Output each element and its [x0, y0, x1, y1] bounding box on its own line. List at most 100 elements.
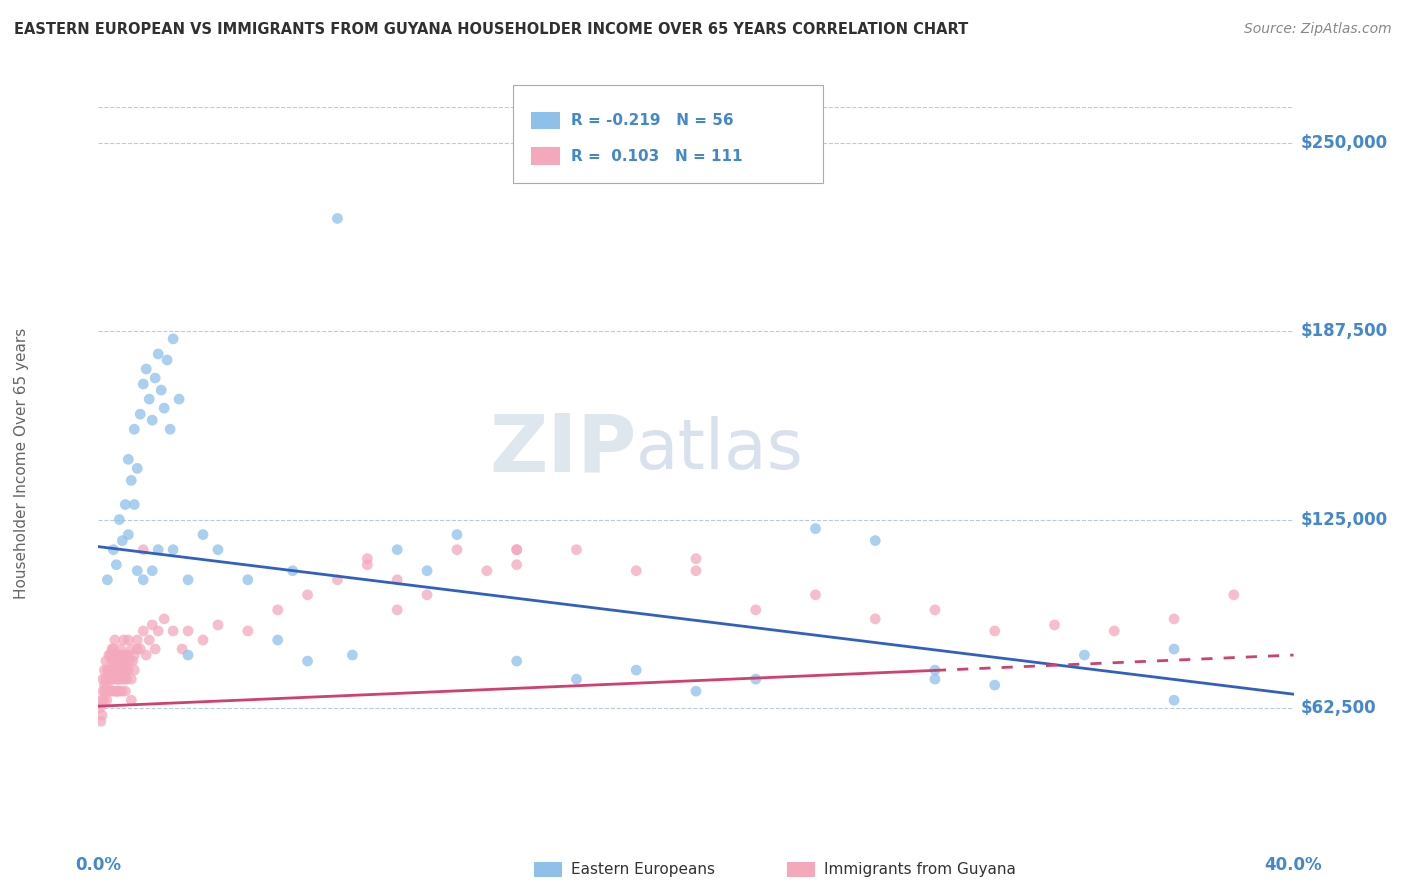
Point — [115, 654, 138, 668]
Point — [97, 672, 120, 686]
Point — [141, 618, 163, 632]
Text: Source: ZipAtlas.com: Source: ZipAtlas.com — [1244, 22, 1392, 37]
Text: R = -0.219   N = 56: R = -0.219 N = 56 — [571, 113, 734, 128]
Point — [1073, 648, 1095, 662]
Point — [135, 362, 157, 376]
Point — [104, 672, 127, 686]
Point — [177, 573, 200, 587]
Point — [124, 663, 146, 677]
Point — [93, 693, 115, 707]
Point — [104, 654, 127, 668]
Point — [416, 588, 439, 602]
Point — [124, 422, 146, 436]
Point — [127, 632, 149, 647]
Point — [103, 663, 125, 677]
Point — [141, 564, 163, 578]
Point — [105, 684, 128, 698]
Point — [326, 211, 349, 226]
Text: $250,000: $250,000 — [1301, 134, 1388, 153]
Text: EASTERN EUROPEAN VS IMMIGRANTS FROM GUYANA HOUSEHOLDER INCOME OVER 65 YEARS CORR: EASTERN EUROPEAN VS IMMIGRANTS FROM GUYA… — [14, 22, 969, 37]
Point — [103, 642, 125, 657]
Point — [97, 648, 120, 662]
Point — [112, 632, 135, 647]
Point — [124, 498, 146, 512]
Point — [107, 672, 129, 686]
Point — [624, 663, 647, 677]
Point — [565, 542, 588, 557]
Point — [150, 383, 173, 397]
Point — [91, 708, 114, 723]
Text: $125,000: $125,000 — [1301, 510, 1388, 529]
Point — [1163, 693, 1185, 707]
Point — [1163, 612, 1185, 626]
Point — [138, 392, 160, 406]
Point — [103, 542, 125, 557]
Point — [98, 663, 121, 677]
Point — [132, 542, 155, 557]
Point — [108, 648, 131, 662]
Point — [127, 642, 149, 657]
Point — [94, 684, 117, 698]
Point — [924, 663, 946, 677]
Point — [863, 533, 886, 548]
Point — [506, 558, 529, 572]
Point — [127, 461, 149, 475]
Point — [267, 632, 290, 647]
Point — [924, 672, 946, 686]
Point — [132, 624, 155, 638]
Point — [685, 551, 707, 566]
Point — [111, 533, 134, 548]
Point — [101, 672, 124, 686]
Point — [90, 693, 112, 707]
Point — [105, 558, 128, 572]
Point — [91, 672, 114, 686]
Point — [98, 648, 122, 662]
Point — [127, 564, 149, 578]
Point — [94, 654, 117, 668]
Point — [685, 564, 707, 578]
Point — [120, 672, 142, 686]
Point — [804, 588, 827, 602]
Point — [156, 353, 179, 368]
Point — [177, 624, 200, 638]
Point — [745, 603, 768, 617]
Point — [101, 642, 124, 657]
Point — [100, 684, 122, 698]
Point — [172, 642, 194, 657]
Point — [1043, 618, 1066, 632]
Point — [98, 672, 122, 686]
Point — [153, 612, 176, 626]
Point — [141, 413, 163, 427]
Point — [506, 654, 529, 668]
Point — [745, 672, 768, 686]
Point — [91, 684, 114, 698]
Point — [108, 672, 131, 686]
Point — [132, 377, 155, 392]
Point — [1102, 624, 1125, 638]
Point — [117, 452, 139, 467]
Point — [117, 632, 139, 647]
Point — [108, 672, 131, 686]
Point — [207, 542, 229, 557]
Point — [101, 654, 124, 668]
Point — [93, 678, 115, 692]
Point — [111, 684, 134, 698]
Point — [103, 684, 125, 698]
Point — [110, 654, 132, 668]
Point — [115, 663, 138, 677]
Point — [111, 672, 134, 686]
Point — [297, 654, 319, 668]
Point — [565, 672, 588, 686]
Text: Eastern Europeans: Eastern Europeans — [571, 863, 714, 877]
Point — [236, 573, 259, 587]
Point — [114, 648, 136, 662]
Point — [114, 672, 136, 686]
Point — [132, 573, 155, 587]
Point — [624, 564, 647, 578]
Text: 40.0%: 40.0% — [1265, 856, 1322, 874]
Text: R =  0.103   N = 111: R = 0.103 N = 111 — [571, 149, 742, 163]
Point — [446, 527, 468, 541]
Point — [159, 422, 181, 436]
Point — [107, 654, 129, 668]
Point — [135, 648, 157, 662]
